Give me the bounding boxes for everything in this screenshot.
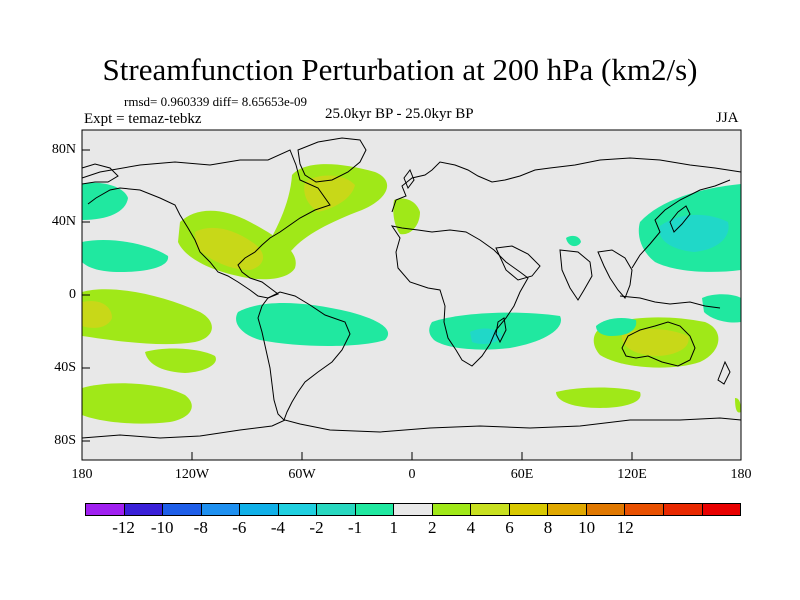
period-label: 25.0kyr BP - 25.0kyr BP xyxy=(325,106,474,122)
colorbar-label: 1 xyxy=(389,518,398,537)
positive-region-south-indian xyxy=(556,387,641,408)
negative-regions xyxy=(82,182,741,350)
negative-region-caspian xyxy=(566,235,581,247)
colorbar-swatch-5 xyxy=(278,504,318,515)
positive-region-north-atlantic-core xyxy=(304,175,355,212)
arabia-coastline xyxy=(495,245,541,281)
positive-region-east-pacific-core xyxy=(82,300,112,328)
colorbar-label: 2 xyxy=(428,518,437,537)
season-label: JJA xyxy=(716,110,739,126)
lon-label-180w: 180 xyxy=(71,467,93,482)
colorbar-label: 12 xyxy=(616,518,634,537)
lon-label-180e: 180 xyxy=(730,467,752,482)
southeast-asia-coastline xyxy=(597,249,633,299)
colorbar-swatch-10 xyxy=(471,504,510,515)
lat-label-40s: 40S xyxy=(54,360,76,375)
colorbar-label: -12 xyxy=(112,518,135,537)
alaska-coastline xyxy=(81,163,119,185)
positive-region-australia-core xyxy=(621,328,689,356)
colorbar-swatch-4 xyxy=(240,504,279,515)
positive-regions xyxy=(82,164,741,424)
india-coastline xyxy=(559,249,593,301)
british-isles-coastline xyxy=(403,168,415,190)
colorbar-swatch-13 xyxy=(586,504,626,515)
negative-region-northwest-pacific-core xyxy=(659,214,729,252)
map-content xyxy=(81,129,742,461)
colorbar-swatch-3 xyxy=(201,504,241,515)
madagascar-coastline xyxy=(495,317,507,344)
south-america-coastline xyxy=(257,291,351,421)
europe-coastline xyxy=(391,157,742,213)
colorbar-swatch-9 xyxy=(432,504,472,515)
colorbar-swatch-11 xyxy=(509,504,549,515)
plot-title: Streamfunction Perturbation at 200 hPa (… xyxy=(102,52,698,87)
indonesia-coastline xyxy=(619,295,721,309)
greenland-coastline xyxy=(297,137,367,183)
negative-region-madagascar-core xyxy=(470,328,502,344)
japan-coastline xyxy=(669,205,691,233)
lat-label-0: 0 xyxy=(69,287,76,302)
colorbar-label: -10 xyxy=(150,518,174,537)
colorbar-label: 6 xyxy=(505,518,514,537)
colorbar-label: 4 xyxy=(466,518,476,537)
negative-region-east-indian-ocean xyxy=(596,318,637,336)
lat-label-80s: 80S xyxy=(54,433,76,448)
colorbar-swatch-0 xyxy=(86,504,125,515)
colorbar-label: -1 xyxy=(348,518,363,537)
negative-region-north-pacific-west xyxy=(82,182,128,220)
lon-label-60e: 60E xyxy=(510,467,534,482)
negative-region-south-atlantic xyxy=(236,303,389,346)
colorbar-label: -2 xyxy=(309,518,324,537)
experiment-label: Expt = temaz-tebkz xyxy=(84,111,202,127)
colorbar-swatch-1 xyxy=(124,504,164,515)
colorbar-swatch-12 xyxy=(548,504,587,515)
map-background xyxy=(82,130,741,460)
negative-region-west-pacific-tropics xyxy=(702,294,741,323)
colorbar-swatch-16 xyxy=(702,504,741,515)
africa-coastline xyxy=(390,225,529,367)
lon-label-0: 0 xyxy=(408,467,416,482)
stats-line: rmsd= 0.960339 diff= 8.65653e-09 xyxy=(124,94,308,109)
lon-label-120w: 120W xyxy=(174,467,210,482)
colorbar-label: 10 xyxy=(578,518,596,537)
positive-region-east-pacific xyxy=(82,289,212,345)
colorbar-swatch-6 xyxy=(317,504,356,515)
colorbar-label: -8 xyxy=(193,518,208,537)
lat-label-80n: 80N xyxy=(51,142,76,157)
new-zealand-coastline xyxy=(717,360,731,385)
colorbar-label: -4 xyxy=(270,518,286,537)
coastlines xyxy=(81,137,742,439)
lat-label-40n: 40N xyxy=(51,214,76,229)
colorbar-swatch-14 xyxy=(625,504,664,515)
colorbar-swatch-8 xyxy=(394,504,433,515)
australia-coastline xyxy=(621,321,696,367)
positive-region-pacific-tropics xyxy=(145,348,216,373)
lon-label-60w: 60W xyxy=(288,467,316,482)
colorbar-label: -6 xyxy=(232,518,247,537)
colorbar xyxy=(85,503,741,516)
colorbar-swatch-7 xyxy=(355,504,395,515)
negative-region-north-pacific-central xyxy=(82,239,169,272)
colorbar-swatch-2 xyxy=(163,504,202,515)
positive-region-north-atlantic xyxy=(262,164,388,259)
positive-region-iberia xyxy=(393,198,420,235)
east-asia-coastline xyxy=(631,179,731,269)
positive-region-southeast-pacific xyxy=(735,398,741,413)
positive-region-south-pacific xyxy=(82,383,192,424)
colorbar-swatch-15 xyxy=(663,504,703,515)
north-america-coastline xyxy=(81,149,331,299)
positive-region-central-america-core xyxy=(195,227,264,270)
lon-label-120e: 120E xyxy=(617,467,647,482)
map-frame xyxy=(81,129,742,461)
antarctica-coastline xyxy=(81,417,742,439)
colorbar-label: 8 xyxy=(543,518,553,537)
